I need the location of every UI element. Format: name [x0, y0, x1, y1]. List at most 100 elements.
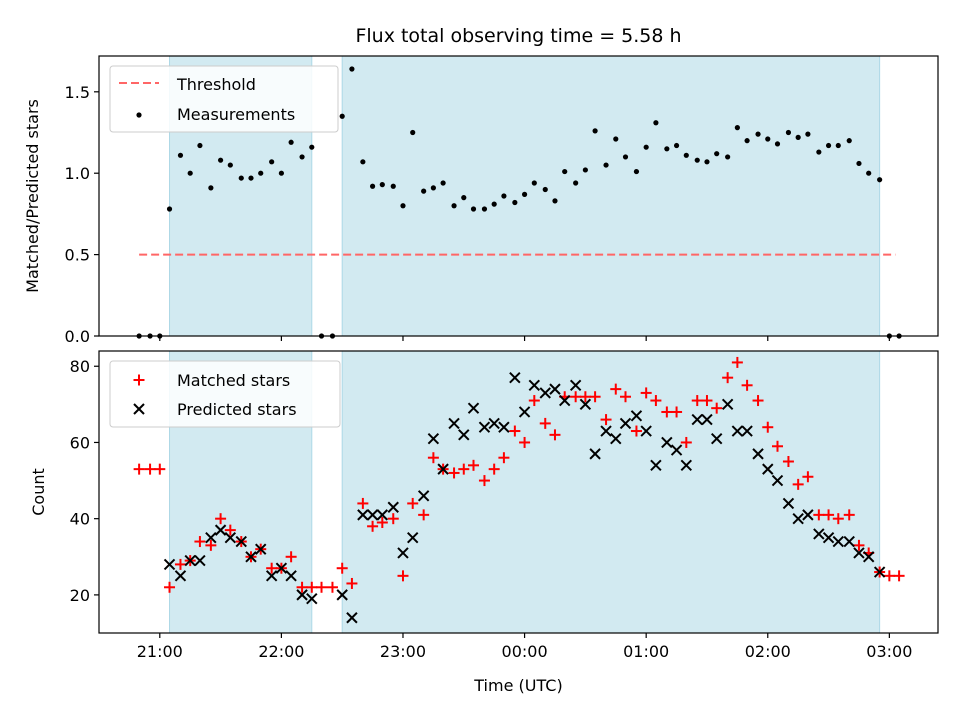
measurement-point — [582, 167, 588, 173]
marker-stroke — [741, 425, 753, 437]
predicted-star-point — [224, 532, 237, 544]
marker-stroke — [873, 566, 886, 578]
predicted-star-point — [285, 570, 297, 582]
marker-stroke — [813, 528, 825, 540]
marker-stroke — [245, 551, 257, 563]
measurement-point — [461, 195, 467, 201]
predicted-star-point — [691, 413, 703, 426]
marker-stroke — [214, 524, 227, 536]
matched-star-point — [802, 471, 814, 483]
predicted-star-point — [306, 592, 318, 605]
matched-star-point — [640, 387, 652, 399]
matched-star-point — [893, 570, 905, 582]
matched-star-point — [620, 391, 632, 403]
x-tick-label: 02:00 — [745, 642, 791, 661]
predicted-star-point — [387, 501, 399, 513]
matched-star-point — [589, 391, 601, 403]
bottom-y-axis-label: Count — [29, 468, 48, 516]
observing-window-shading — [169, 350, 881, 634]
matched-star-point — [367, 520, 379, 532]
predicted-star-point — [721, 398, 734, 411]
measurement-point — [704, 159, 710, 165]
ratio-panel: 0.0 0.5 1.0 1.5 Flux total observing time =… — [23, 25, 939, 346]
matched-stars-markers — [133, 356, 905, 593]
measurement-point — [785, 129, 792, 136]
measurement-point — [166, 206, 173, 212]
predicted-star-point — [873, 566, 886, 578]
measurement-point — [360, 159, 366, 165]
matched-star-point — [680, 436, 692, 448]
matched-star-point — [731, 356, 743, 368]
matched-star-point — [671, 406, 683, 418]
matched-star-point — [722, 372, 734, 384]
predicted-star-point — [843, 535, 855, 548]
matched-star-point — [397, 570, 409, 582]
y-tick-label: 1.5 — [65, 83, 90, 102]
x-tick-label: 21:00 — [137, 642, 183, 661]
measurement-point — [683, 152, 689, 158]
matched-star-point — [570, 391, 582, 403]
marker-stroke — [285, 570, 297, 582]
measurement-point — [816, 149, 822, 155]
marker-stroke — [296, 589, 308, 601]
predicted-star-point — [397, 547, 409, 559]
top-y-ticks: 0.0 0.5 1.0 1.5 — [65, 83, 99, 346]
measurement-point — [451, 203, 457, 209]
marker-stroke — [346, 612, 358, 624]
matched-star-point — [346, 577, 358, 589]
marker-stroke — [549, 383, 561, 395]
marker-stroke — [619, 417, 632, 430]
measurement-point — [349, 66, 355, 72]
x-tick-label: 03:00 — [866, 642, 912, 661]
measurement-point — [825, 142, 832, 149]
matched-star-point — [762, 421, 774, 433]
measurement-point — [856, 160, 862, 167]
measurement-point — [552, 198, 558, 204]
measurement-point — [725, 154, 731, 160]
predicted-star-point — [509, 371, 521, 384]
matched-star-point — [387, 513, 399, 525]
y-tick-label: 0.0 — [65, 327, 90, 346]
marker-stroke — [771, 474, 784, 487]
measurement-point — [400, 203, 406, 209]
marker-stroke — [387, 501, 399, 513]
marker-stroke — [336, 589, 348, 601]
marker-stroke — [306, 592, 318, 605]
y-tick-label: 20 — [70, 586, 90, 605]
matched-star-point — [144, 463, 156, 475]
x-tick-label: 22:00 — [258, 642, 304, 661]
marker-stroke — [762, 463, 774, 475]
measurement-point — [562, 168, 568, 175]
measurement-point — [410, 129, 416, 136]
matched-star-point — [164, 581, 176, 593]
marker-stroke — [498, 421, 510, 433]
marker-stroke — [710, 432, 723, 445]
matched-star-point — [468, 459, 480, 471]
marker-stroke — [163, 558, 176, 571]
top-legend-box — [109, 65, 339, 133]
measurement-point — [734, 125, 740, 131]
measurement-point — [673, 142, 680, 149]
matched-star-point — [711, 402, 723, 414]
measurement-point — [714, 151, 720, 157]
matched-star-point — [336, 562, 348, 574]
marker-stroke — [488, 417, 500, 430]
marker-stroke — [509, 371, 521, 384]
predicted-star-point — [235, 535, 247, 548]
predicted-star-point — [822, 532, 835, 544]
legend-predicted-swatch — [133, 403, 145, 415]
marker-stroke — [478, 421, 491, 433]
y-tick-label: 80 — [70, 357, 90, 376]
marker-stroke — [275, 562, 288, 574]
predicted-star-point — [589, 448, 601, 460]
predicted-star-point — [731, 425, 744, 437]
bottom-axes-frame — [98, 350, 939, 634]
predicted-star-point — [458, 429, 470, 441]
matched-star-point — [539, 417, 551, 429]
predicted-star-point — [407, 532, 419, 544]
predicted-star-point — [467, 402, 480, 414]
marker-stroke — [579, 398, 592, 411]
predicted-star-point — [661, 436, 673, 449]
predicted-star-point — [539, 387, 551, 399]
measurement-point — [805, 131, 811, 137]
